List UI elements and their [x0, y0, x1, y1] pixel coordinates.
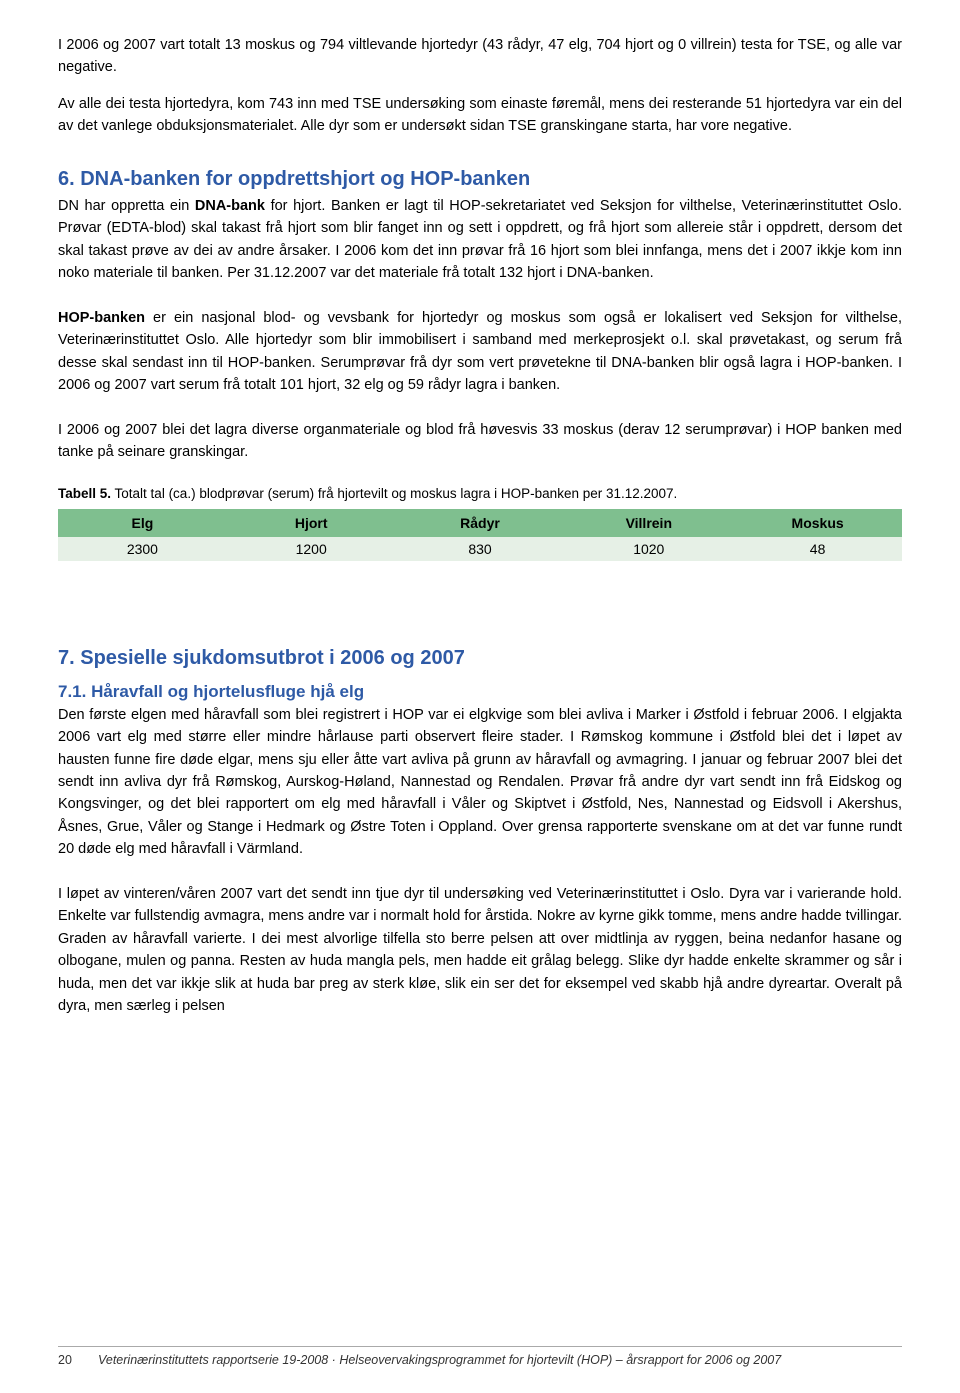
s6p1-lead: DN har oppretta ein: [58, 198, 195, 214]
table-5-caption-text: Totalt tal (ca.) blodprøvar (serum) frå …: [111, 486, 677, 501]
table-row: 2300 1200 830 1020 48: [58, 537, 902, 561]
table-5: Elg Hjort Rådyr Villrein Moskus 2300 120…: [58, 509, 902, 561]
section-7-1-para-2: I løpet av vinteren/våren 2007 vart det …: [58, 883, 902, 1018]
cell-moskus: 48: [733, 537, 902, 561]
section-6-para-1: DN har oppretta ein DNA-bank for hjort. …: [58, 195, 902, 285]
cell-hjort: 1200: [227, 537, 396, 561]
spacer: [58, 561, 902, 621]
footer-text: Veterinærinstituttets rapportserie 19-20…: [98, 1353, 781, 1367]
hop-bank-term: HOP-banken: [58, 310, 145, 326]
page-number: 20: [58, 1353, 98, 1367]
section-6-title: 6. DNA-banken for oppdrettshjort og HOP-…: [58, 168, 902, 191]
col-villrein: Villrein: [564, 509, 733, 537]
s6p2-rest: er ein nasjonal blod- og vevsbank for hj…: [58, 310, 902, 393]
cell-elg: 2300: [58, 537, 227, 561]
section-6-para-2: HOP-banken er ein nasjonal blod- og vevs…: [58, 307, 902, 397]
footer: 20 Veterinærinstituttets rapportserie 19…: [58, 1346, 902, 1367]
section-7-title: 7. Spesielle sjukdomsutbrot i 2006 og 20…: [58, 647, 902, 670]
table-5-label: Tabell 5.: [58, 486, 111, 501]
col-radyr: Rådyr: [396, 509, 565, 537]
cell-radyr: 830: [396, 537, 565, 561]
col-elg: Elg: [58, 509, 227, 537]
intro-para-2: Av alle dei testa hjortedyra, kom 743 in…: [58, 93, 902, 138]
page: I 2006 og 2007 vart totalt 13 moskus og …: [0, 0, 960, 1393]
section-6-para-3: I 2006 og 2007 blei det lagra diverse or…: [58, 419, 902, 464]
section-7-1-title: 7.1. Håravfall og hjortelusfluge hjå elg: [58, 682, 902, 702]
col-moskus: Moskus: [733, 509, 902, 537]
section-7-1-para-1: Den første elgen med håravfall som blei …: [58, 704, 902, 861]
table-header-row: Elg Hjort Rådyr Villrein Moskus: [58, 509, 902, 537]
table-5-caption: Tabell 5. Totalt tal (ca.) blodprøvar (s…: [58, 486, 902, 501]
dna-bank-term: DNA-bank: [195, 198, 265, 214]
intro-para-1: I 2006 og 2007 vart totalt 13 moskus og …: [58, 34, 902, 79]
cell-villrein: 1020: [564, 537, 733, 561]
col-hjort: Hjort: [227, 509, 396, 537]
